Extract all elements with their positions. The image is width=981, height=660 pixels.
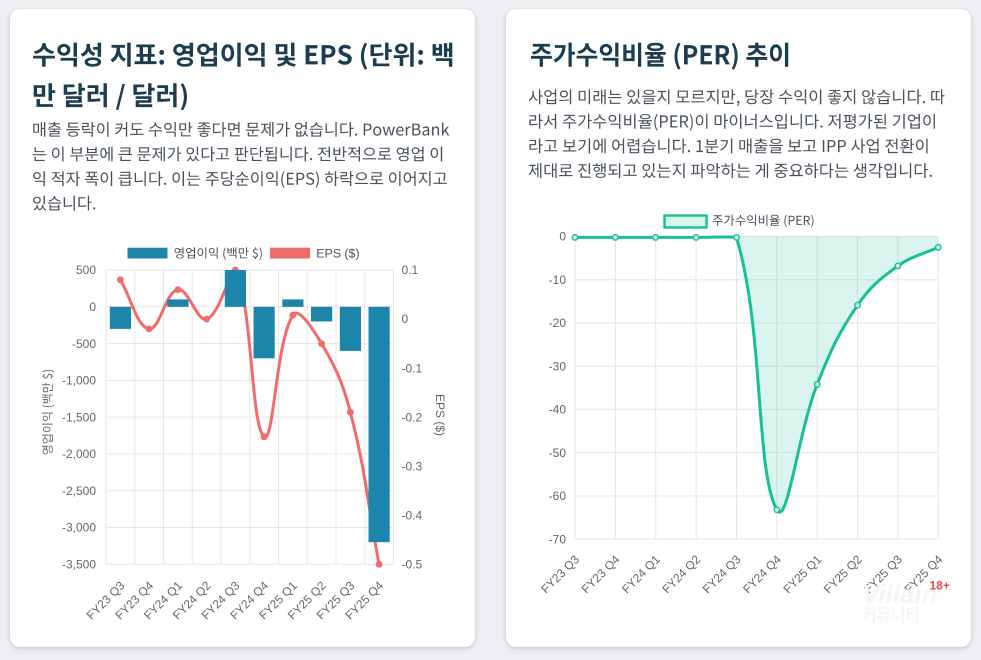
svg-text:-20: -20 — [549, 316, 567, 330]
svg-text:-0.2: -0.2 — [402, 410, 423, 424]
svg-text:-0.1: -0.1 — [402, 361, 423, 375]
svg-text:-70: -70 — [549, 532, 567, 546]
svg-text:-0.5: -0.5 — [402, 558, 423, 572]
svg-text:-50: -50 — [549, 446, 567, 460]
svg-text:18+: 18+ — [930, 579, 950, 593]
svg-text:FY23 Q4: FY23 Q4 — [579, 552, 623, 596]
svg-text:-3,500: -3,500 — [62, 558, 96, 572]
svg-text:FY24 Q2: FY24 Q2 — [659, 552, 703, 596]
svg-text:-2,000: -2,000 — [62, 447, 96, 461]
svg-text:0: 0 — [89, 300, 96, 314]
svg-text:500: 500 — [76, 263, 96, 277]
svg-text:-3,000: -3,000 — [62, 521, 96, 535]
svg-text:-60: -60 — [549, 489, 567, 503]
svg-text:FY25 Q1: FY25 Q1 — [780, 552, 824, 596]
svg-text:-500: -500 — [72, 337, 96, 351]
svg-text:-1,500: -1,500 — [62, 410, 96, 424]
svg-text:FY25 Q2: FY25 Q2 — [821, 552, 865, 596]
svg-text:-40: -40 — [549, 403, 567, 417]
svg-text:EPS ($): EPS ($) — [433, 394, 447, 436]
svg-text:-1,000: -1,000 — [62, 374, 96, 388]
svg-text:-2,500: -2,500 — [62, 484, 96, 498]
svg-text:-0.3: -0.3 — [402, 459, 423, 473]
svg-text:FY23 Q3: FY23 Q3 — [538, 552, 582, 596]
svg-text:-0.4: -0.4 — [402, 509, 423, 523]
svg-text:Villain: Villain — [862, 579, 938, 609]
svg-text:0.1: 0.1 — [402, 263, 419, 277]
svg-text:0: 0 — [559, 230, 566, 244]
svg-text:EPS ($): EPS ($) — [316, 247, 359, 261]
svg-text:FY24 Q1: FY24 Q1 — [619, 552, 663, 596]
svg-text:-10: -10 — [549, 273, 567, 287]
svg-text:FY24 Q3: FY24 Q3 — [700, 552, 744, 596]
svg-text:FY24 Q4: FY24 Q4 — [740, 552, 784, 596]
svg-text:0: 0 — [402, 312, 409, 326]
svg-text:-30: -30 — [549, 359, 567, 373]
